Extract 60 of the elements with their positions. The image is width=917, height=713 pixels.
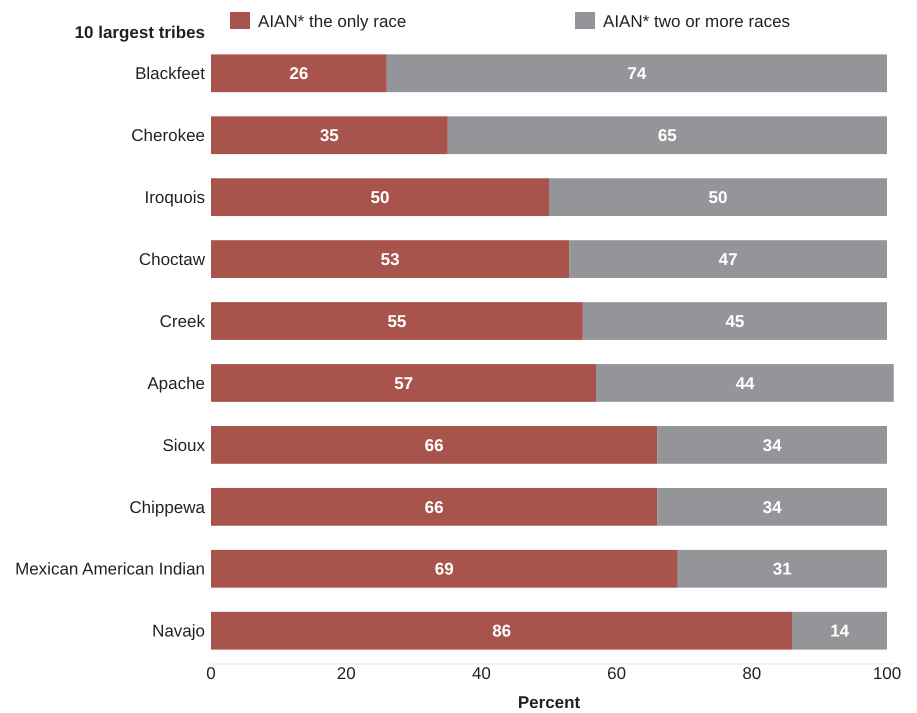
y-tick-label: Cherokee [131, 126, 205, 146]
bar [211, 178, 549, 216]
y-tick-label: Mexican American Indian [15, 560, 205, 579]
y-tick-label: Sioux [162, 436, 206, 455]
y-tick-label: Apache [147, 374, 205, 393]
data-label: 47 [718, 250, 738, 270]
data-label: 35 [320, 126, 339, 146]
data-label: 57 [394, 374, 414, 393]
data-label: 66 [424, 436, 444, 455]
x-tick-label: 80 [742, 664, 762, 683]
legend-label: AIAN* the only race [258, 12, 406, 31]
legend-label: AIAN* two or more races [603, 12, 790, 31]
data-label: 26 [289, 64, 308, 84]
y-tick-label: Creek [160, 312, 206, 331]
data-label: 34 [762, 498, 782, 517]
data-label: 45 [725, 312, 744, 331]
data-label: 69 [434, 560, 454, 579]
bar [211, 302, 583, 340]
bar [569, 240, 887, 278]
bar [549, 178, 887, 216]
data-label: 55 [387, 312, 406, 331]
data-label: 31 [772, 560, 792, 579]
x-tick-label: 100 [872, 664, 902, 683]
bar [582, 302, 887, 340]
y-tick-label: Blackfeet [135, 64, 206, 84]
data-label: 65 [658, 126, 677, 146]
x-tick-label: 20 [336, 664, 356, 683]
y-tick-label: Choctaw [138, 250, 206, 270]
y-axis-title: 10 largest tribes [74, 22, 205, 42]
bar [211, 54, 387, 92]
x-axis-title: Percent [518, 692, 581, 712]
data-label: 34 [762, 436, 782, 455]
x-tick-label: 0 [206, 664, 216, 683]
y-tick-label: Iroquois [144, 188, 205, 208]
data-label: 53 [380, 250, 400, 270]
bar [657, 426, 887, 464]
bar [211, 426, 658, 464]
bar [386, 54, 887, 92]
x-tick-label: 60 [607, 664, 626, 683]
bar [211, 116, 448, 154]
bar [677, 550, 887, 588]
data-label: 74 [627, 64, 647, 84]
y-tick-label: Navajo [152, 622, 205, 641]
data-label: 14 [830, 622, 850, 641]
bar [211, 364, 596, 402]
y-tick-label: Chippewa [129, 498, 206, 517]
bar [211, 240, 570, 278]
data-label: 50 [708, 188, 728, 208]
data-label: 50 [370, 188, 390, 208]
bar [211, 550, 678, 588]
data-label: 44 [736, 374, 756, 393]
bar [211, 488, 658, 526]
x-tick-label: 40 [472, 664, 491, 683]
data-label: 66 [424, 498, 444, 517]
bar [596, 364, 894, 402]
bar [448, 116, 887, 154]
bar [657, 488, 887, 526]
bar [792, 612, 887, 650]
data-label: 86 [492, 622, 512, 641]
bar [211, 612, 792, 650]
